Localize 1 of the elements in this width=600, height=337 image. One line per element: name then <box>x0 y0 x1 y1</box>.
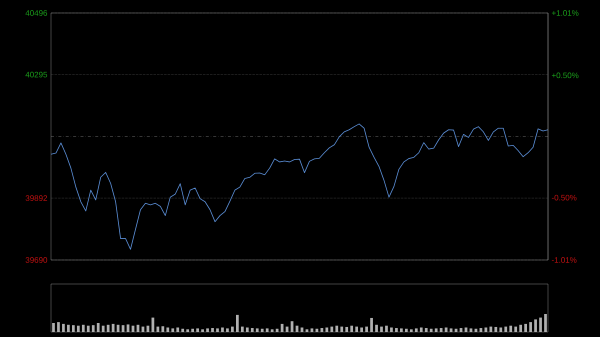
line-series <box>51 124 548 250</box>
